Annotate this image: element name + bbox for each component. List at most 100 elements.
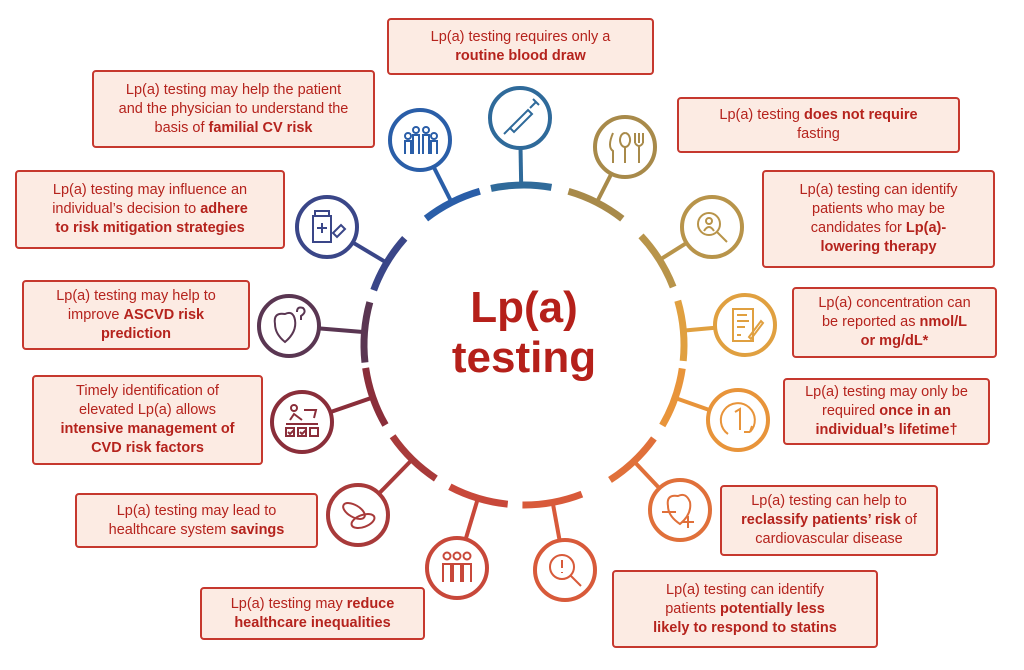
statement-text: Timely identification of (76, 383, 219, 399)
statement-line: or mg/dL* (800, 332, 989, 351)
stem-line (683, 325, 716, 333)
statement-text: Lp(a) testing may only be (805, 384, 968, 400)
ring-segment (362, 367, 389, 427)
icon-circle (425, 536, 489, 600)
ring-segment (490, 181, 553, 192)
ring-segment (522, 490, 584, 509)
spoke-blood-draw (488, 86, 553, 192)
checklist-icon (285, 404, 319, 437)
icon-circle (326, 483, 390, 547)
center-title-line2: testing (451, 333, 597, 382)
statement-bold-text: reduce (346, 595, 395, 612)
statement-box-savings: Lp(a) testing may lead to healthcare syst… (75, 493, 318, 548)
statement-text: Lp(a) testing can help to (751, 493, 907, 509)
cutlery-icon (609, 132, 644, 163)
statement-box-candidates: Lp(a) testing can identify patients who m… (762, 170, 995, 268)
icon-circle (270, 390, 334, 454)
spoke-ascvd (257, 294, 374, 363)
statement-line: be reported as nmol/L (800, 313, 989, 332)
syringe-icon (503, 98, 540, 135)
statement-text: of (900, 512, 917, 528)
statement-line: prediction (30, 325, 242, 344)
statement-bold-text: intensive management of (60, 421, 235, 437)
ring-segment (360, 301, 374, 363)
statement-box-familial: Lp(a) testing may help the patient and th… (92, 70, 375, 148)
statement-line: cardiovascular disease (728, 530, 930, 549)
ring-segment (659, 367, 686, 428)
statement-text: Lp(a) testing may lead to (116, 502, 277, 519)
statement-bold-text: prediction (100, 325, 172, 342)
icon-circle (706, 388, 770, 452)
statement-bold-text: familial CV risk (208, 119, 313, 136)
statement-text: required (822, 403, 880, 419)
statement-text: Lp(a) testing can identify (666, 581, 824, 598)
statement-bold-text: savings (230, 521, 285, 538)
statement-line: Lp(a) testing may help to (30, 287, 242, 306)
statement-text: fasting (797, 126, 840, 142)
statement-line: Lp(a) testing may only be (791, 383, 982, 402)
statement-bold-text: or mg/dL* (860, 333, 929, 349)
spoke-management (270, 367, 389, 454)
statement-text: Lp(a) testing may help the patient (125, 81, 342, 98)
statement-line: fasting (685, 125, 952, 144)
statement-bold-text: to risk mitigation strategies (55, 220, 245, 236)
statement-text: be reported as (821, 314, 920, 330)
statement-line: Timely identification of (40, 382, 255, 401)
statement-line: elevated Lp(a) allows (40, 401, 255, 420)
statement-line: individual’s lifetime† (791, 421, 982, 440)
statement-text: and the physician to understand the (118, 100, 349, 117)
stem-line (674, 396, 711, 412)
spoke-candidates (638, 195, 744, 289)
icon-circle (713, 293, 777, 357)
statement-box-adhere: Lp(a) testing may influence an individual… (15, 170, 285, 249)
ring-segment (638, 233, 677, 289)
statement-box-inequalities: Lp(a) testing may reduce healthcare inequ… (200, 587, 425, 640)
stem-line (550, 502, 562, 541)
statement-text: healthcare system (108, 521, 231, 538)
statement-bold-text: once in an (879, 403, 951, 419)
statement-line: Lp(a) testing may lead to (83, 502, 310, 521)
statement-text: patients (665, 600, 721, 617)
statement-box-statins: Lp(a) testing can identify patients poten… (612, 570, 878, 648)
statement-line: required once in an (791, 402, 982, 421)
statement-text: Lp(a) concentration can (818, 295, 971, 311)
statement-line: intensive management of (40, 420, 255, 439)
statement-line: individual’s decision to adhere (23, 200, 277, 219)
stem-line (377, 458, 414, 495)
statement-text: cardiovascular disease (755, 531, 903, 547)
statement-text: patients who may be (812, 201, 945, 217)
statement-line: Lp(a) testing requires only a (395, 28, 646, 47)
statement-line: likely to respond to statins (620, 619, 870, 638)
statement-bold-text: potentially less (720, 600, 825, 617)
statement-box-units: Lp(a) concentration can be reported as nm… (792, 287, 997, 358)
statement-line: routine blood draw (395, 47, 646, 66)
spoke-units (674, 293, 777, 362)
spoke-once (659, 367, 770, 452)
statement-line: improve ASCVD risk (30, 306, 242, 325)
statement-bold-text: healthcare inequalities (234, 614, 391, 631)
magnifier-alert-icon (549, 554, 582, 587)
statement-text: Lp(a) testing requires only a (430, 28, 611, 45)
statement-box-once: Lp(a) testing may only be required once i… (783, 378, 990, 445)
statement-bold-text: routine blood draw (455, 47, 586, 64)
spoke-savings (326, 434, 438, 547)
statement-box-reclassify: Lp(a) testing can help to reclassify pati… (720, 485, 938, 556)
stem-line (329, 395, 374, 415)
statement-text: improve (67, 306, 124, 323)
statement-line: Lp(a) testing does not require (685, 106, 952, 125)
statement-text: candidates for (810, 220, 906, 236)
statement-line: Lp(a) testing can identify (620, 581, 870, 600)
statement-box-ascvd: Lp(a) testing may help to improve ASCVD r… (22, 280, 250, 350)
statement-line: basis of familial CV risk (100, 119, 367, 138)
coins-icon (342, 502, 376, 529)
statement-bold-text: ASCVD risk (123, 306, 205, 323)
icon-circle (648, 478, 712, 542)
spoke-adhere (295, 195, 408, 292)
spoke-statins (522, 490, 597, 602)
statement-bold-text: adhere (200, 201, 248, 217)
spoke-familial (388, 108, 481, 222)
statement-bold-text: lowering therapy (820, 239, 937, 255)
stem-line (463, 497, 480, 540)
statement-line: and the physician to understand the (100, 100, 367, 119)
